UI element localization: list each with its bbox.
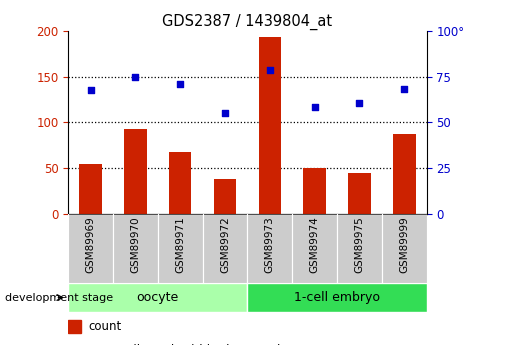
Bar — [158, 214, 203, 283]
Bar — [348, 173, 371, 214]
Text: development stage: development stage — [5, 293, 113, 303]
Text: GSM89974: GSM89974 — [310, 216, 320, 273]
Text: 1-cell embryo: 1-cell embryo — [294, 291, 380, 304]
Text: GSM89970: GSM89970 — [130, 216, 140, 273]
Bar — [68, 320, 81, 333]
Point — [311, 104, 319, 110]
Bar — [247, 283, 427, 312]
Text: GSM89973: GSM89973 — [265, 216, 275, 273]
Bar — [124, 129, 146, 214]
Point — [356, 100, 364, 106]
Bar — [203, 214, 247, 283]
Bar — [68, 214, 113, 283]
Bar — [393, 134, 416, 214]
Point — [131, 74, 139, 80]
Point — [400, 86, 409, 91]
Text: GSM89999: GSM89999 — [399, 216, 410, 273]
Text: GSM89972: GSM89972 — [220, 216, 230, 273]
Bar — [292, 214, 337, 283]
Bar — [169, 152, 191, 214]
Text: oocyte: oocyte — [137, 291, 179, 304]
Bar — [113, 214, 158, 283]
Bar — [382, 214, 427, 283]
Bar — [68, 283, 247, 312]
Text: GSM89971: GSM89971 — [175, 216, 185, 273]
Text: percentile rank within the sample: percentile rank within the sample — [88, 344, 287, 345]
Text: count: count — [88, 320, 121, 333]
Title: GDS2387 / 1439804_at: GDS2387 / 1439804_at — [163, 13, 332, 30]
Bar — [214, 179, 236, 214]
Bar — [79, 164, 102, 214]
Text: GSM89975: GSM89975 — [355, 216, 365, 273]
Point — [266, 68, 274, 73]
Point — [86, 87, 94, 92]
Bar — [259, 38, 281, 214]
Point — [221, 110, 229, 116]
Bar — [304, 168, 326, 214]
Bar — [337, 214, 382, 283]
Text: GSM89969: GSM89969 — [85, 216, 95, 273]
Bar — [247, 214, 292, 283]
Point — [176, 81, 184, 87]
